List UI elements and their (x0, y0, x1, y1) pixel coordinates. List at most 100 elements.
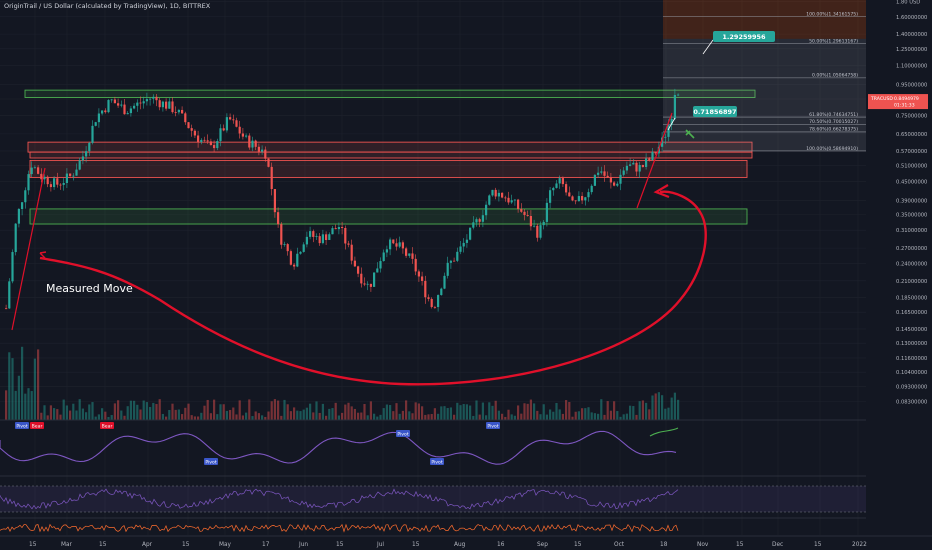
volume-bars (5, 346, 680, 420)
volume-bar (433, 408, 436, 420)
volume-bar (603, 414, 606, 420)
candle-body (245, 135, 248, 137)
price-tick: 0.27000000 (896, 246, 927, 252)
candle-body (305, 236, 308, 245)
candle-body (360, 273, 363, 284)
time-tick: Aug (454, 542, 466, 548)
fib-level-label: 61.80%(0.74634751) (809, 112, 858, 118)
volume-bar (283, 399, 286, 420)
volume-bar (373, 413, 376, 420)
candle-body (549, 190, 552, 203)
candle-body (97, 113, 100, 123)
candle-body (539, 225, 542, 238)
candle-body (632, 162, 635, 165)
price-tick: 0.16500000 (896, 310, 927, 316)
volume-bar (225, 410, 228, 420)
candle-body (485, 204, 488, 216)
time-axis[interactable]: 15 Mar 15 Apr 15 May 17 Jun 15 Jul 15 Aug 16 Sep 15 Oct… (0, 535, 932, 550)
volume-bar (257, 413, 260, 420)
volume-bar (341, 412, 344, 420)
volume-bar (181, 414, 184, 420)
candle-body (5, 308, 8, 310)
time-tick: Jul (376, 542, 384, 548)
volume-bar (187, 403, 190, 420)
volume-bar (62, 399, 65, 420)
candle-body (216, 141, 219, 149)
volume-bar (545, 414, 548, 420)
candle-body (552, 187, 555, 191)
rsi-line (0, 488, 679, 510)
candle-body (225, 117, 228, 131)
volume-bar (126, 406, 129, 420)
candle-body (661, 137, 664, 147)
price-tick: 0.95000000 (896, 83, 927, 89)
volume-bar (350, 406, 353, 420)
signal-tag-text: Pivot (431, 459, 442, 465)
candle-body (273, 189, 276, 213)
volume-bar (213, 399, 216, 420)
fib-box: 100.00%(1.34161575) 50.00%(1.29613167) 0.0… (663, 0, 866, 152)
candle-body (558, 178, 561, 184)
time-tick: 15 (336, 542, 344, 548)
candle-body (478, 219, 481, 222)
candle-body (337, 227, 340, 230)
candle-body (241, 133, 244, 137)
candles[interactable] (5, 88, 680, 312)
volume-bar (203, 405, 206, 420)
candle-body (165, 101, 168, 109)
volume-bar (673, 392, 676, 420)
price-tick: 0.21000000 (896, 279, 927, 285)
candle-body (619, 174, 622, 184)
volume-bar (584, 408, 587, 420)
volume-bar (142, 400, 145, 420)
volume-bar (613, 401, 616, 420)
price-axis[interactable]: 1.80 USD 1.60000000 1.40000000 1.25000000 1.… (866, 0, 932, 550)
candle-body (587, 192, 590, 198)
candle-body (376, 268, 379, 273)
candle-body (501, 192, 504, 198)
volume-bar (670, 397, 673, 420)
candle-body (206, 140, 209, 142)
signal-tag (204, 458, 218, 465)
price-tick: 0.65000000 (896, 132, 927, 138)
candle-body (203, 139, 206, 141)
candle-body (475, 219, 478, 223)
candle-body (27, 174, 30, 191)
volume-bar (574, 411, 577, 420)
zones (24, 89, 756, 225)
volume-bar (481, 402, 484, 420)
price-tick: 0.31000000 (896, 228, 927, 234)
volume-bar (184, 407, 187, 420)
volume-bar (318, 412, 321, 420)
volume-bar (94, 416, 97, 420)
candle-body (277, 212, 280, 225)
signal-tag-text: Bear (102, 423, 113, 429)
volume-bar (46, 415, 49, 420)
volume-bar (101, 408, 104, 420)
price-tick: 0.08300000 (896, 400, 927, 406)
target-label: 1.29259956 (722, 33, 766, 41)
candle-body (382, 252, 385, 262)
volume-bar (334, 402, 337, 420)
volume-bar (65, 405, 68, 420)
time-tick: 2022 (852, 542, 867, 548)
volume-bar (267, 411, 270, 420)
signal-tag-text: Pivot (205, 459, 216, 465)
candle-body (357, 266, 360, 274)
volume-bar (273, 399, 276, 420)
candle-body (574, 200, 577, 202)
volume-bar (449, 407, 452, 420)
price-tick: 0.45000000 (896, 180, 927, 186)
volume-bar (104, 411, 107, 420)
candle-body (62, 182, 65, 185)
candle-body (363, 283, 366, 285)
volume-bar (174, 409, 177, 420)
candle-body (350, 244, 353, 261)
candle-body (248, 135, 251, 148)
volume-bar (158, 399, 161, 420)
candle-body (72, 175, 75, 177)
candle-body (568, 192, 571, 197)
candle-body (648, 158, 651, 161)
volume-bar (53, 408, 56, 420)
